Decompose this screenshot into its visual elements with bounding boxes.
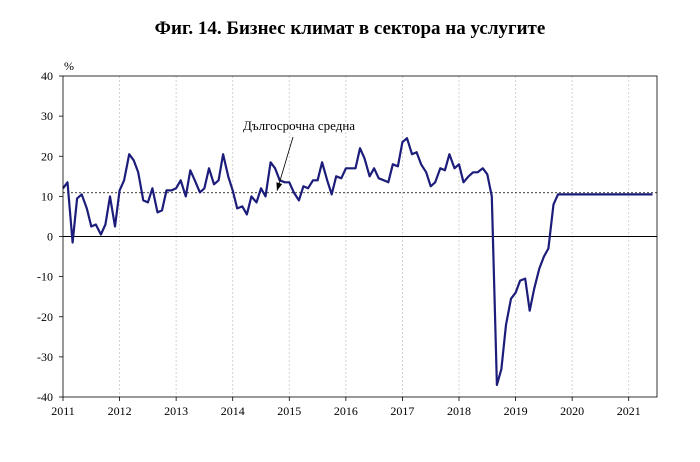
y-tick-label-10: 10	[41, 189, 53, 203]
x-tick-label-2013: 2013	[164, 404, 188, 418]
x-tick-label-2018: 2018	[447, 404, 471, 418]
series-line	[62, 137, 653, 387]
x-tick-label-2015: 2015	[277, 404, 301, 418]
x-tick-label-2017: 2017	[390, 404, 414, 418]
y-tick-label-0: 0	[47, 230, 53, 244]
y-tick-label--30: -30	[37, 350, 53, 364]
y-tick-label-30: 30	[41, 109, 53, 123]
x-axis-ticks: 2011 2012 2013 2014 2015 2016 2017 2018 2019 2020…	[51, 397, 641, 418]
x-tick-label-2019: 2019	[504, 404, 528, 418]
x-tick-label-2016: 2016	[334, 404, 358, 418]
y-axis-ticks: 40 30 20 10 0 -10 -20 -30 -40	[37, 69, 63, 404]
x-tick-label-2012: 2012	[108, 404, 132, 418]
annotation-arrow	[276, 136, 294, 191]
y-tick-label-20: 20	[41, 149, 53, 163]
plot-frame	[62, 75, 658, 398]
annotation-label: Дългосрочна средна	[243, 118, 355, 133]
x-tick-label-2021: 2021	[617, 404, 641, 418]
y-tick-label--20: -20	[37, 310, 53, 324]
x-tick-label-2011: 2011	[51, 404, 75, 418]
chart-title: Фиг. 14. Бизнес климат в сектора на услу…	[154, 18, 546, 39]
y-tick-label--10: -10	[37, 270, 53, 284]
x-tick-label-2014: 2014	[221, 404, 245, 418]
y-tick-label--40: -40	[37, 390, 53, 404]
annotation-arrowhead	[276, 182, 283, 191]
x-tick-label-2020: 2020	[560, 404, 584, 418]
y-tick-label-40: 40	[41, 69, 53, 83]
y-axis-unit: %	[64, 59, 74, 73]
